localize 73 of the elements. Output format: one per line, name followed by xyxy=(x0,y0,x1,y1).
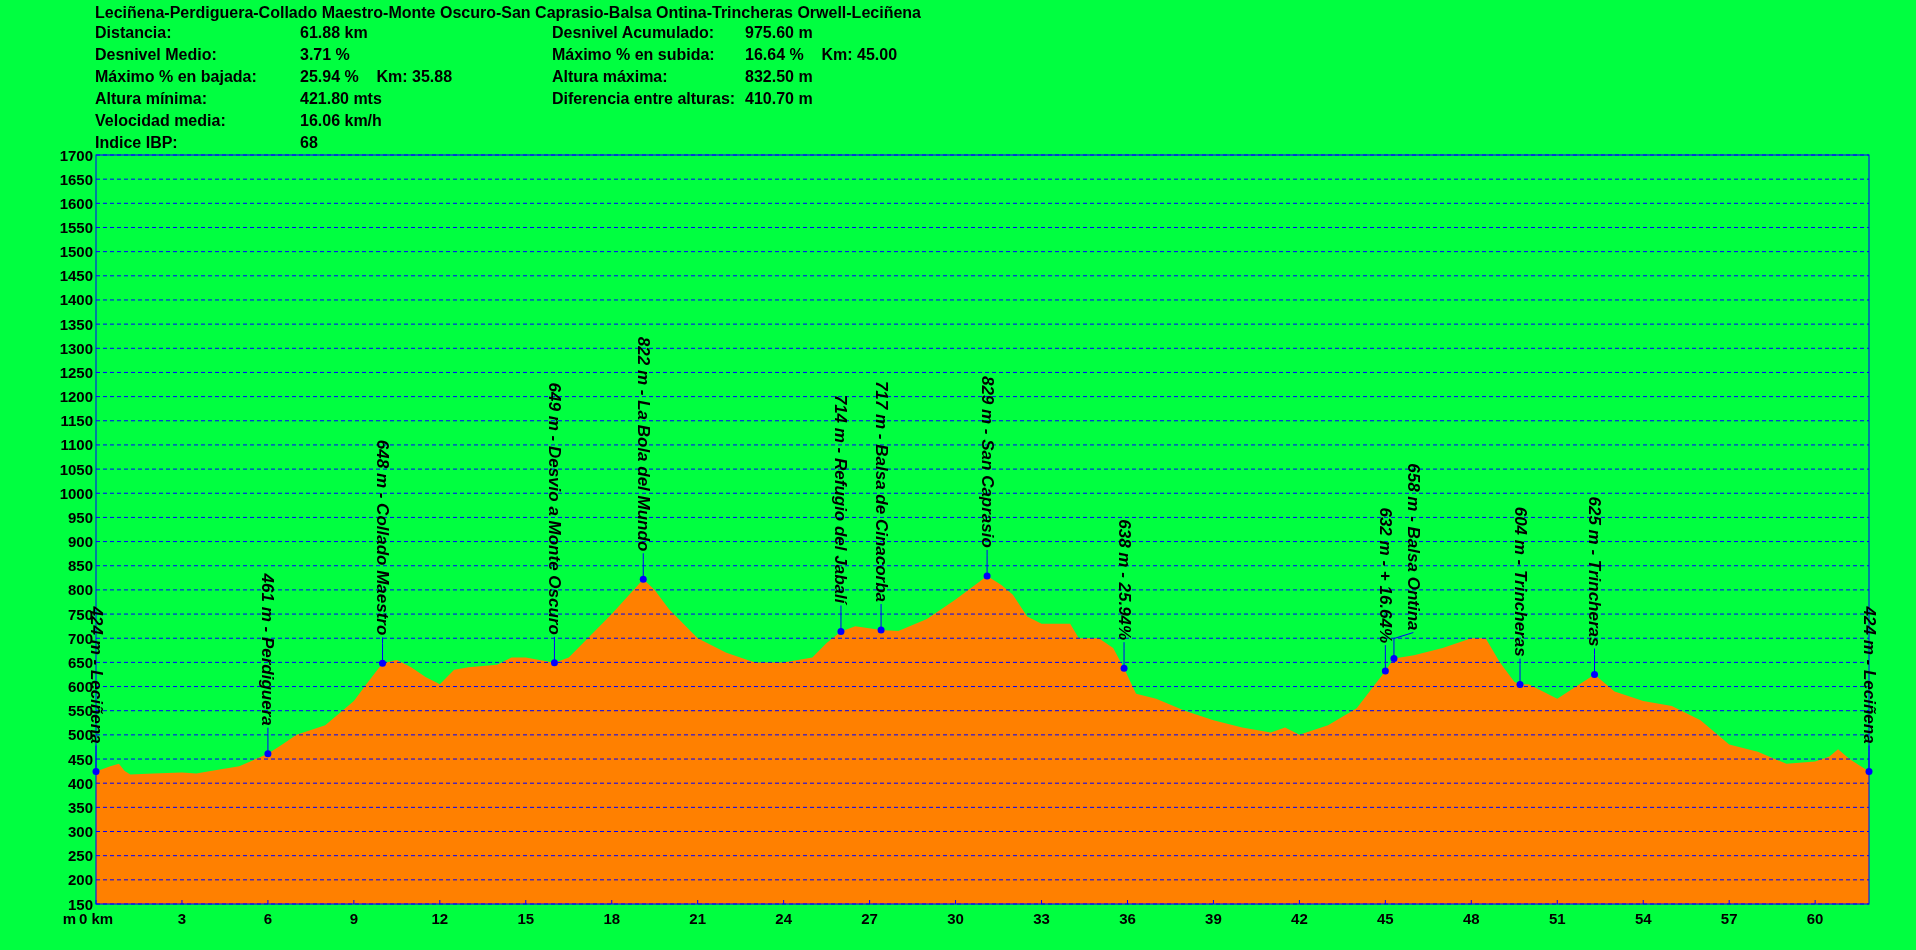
x-tick-label: 60 xyxy=(1806,910,1824,927)
text: Máximo % en subida: 16.64 % Km: 45.00 xyxy=(552,46,898,63)
annotation: 461 m - Perdiguera xyxy=(258,572,278,726)
x-tick-label: 30 xyxy=(947,910,964,927)
x-tick-label: 51 xyxy=(1548,910,1566,927)
y-tick-label: 400 xyxy=(67,774,93,792)
y-tick-label: 650 xyxy=(67,653,93,671)
x-tick-label: 12 xyxy=(431,910,449,927)
y-tick-label: 1350 xyxy=(59,315,93,333)
y-tick-label: 1600 xyxy=(59,194,93,212)
text: Velocidad media: 16.06 km/h xyxy=(95,112,382,129)
annotation: 822 m - La Bola del Mundo xyxy=(633,336,653,552)
y-tick-label: 1000 xyxy=(59,484,93,502)
x-tick-label: 33 xyxy=(1033,910,1050,927)
text: Altura mínima: 421.80 mts xyxy=(95,90,382,107)
x-tick-label: 9 xyxy=(349,910,359,927)
y-axis-title: m xyxy=(62,910,76,927)
y-tick-label: 450 xyxy=(67,750,93,768)
annotation: 658 m - Balsa Ontina xyxy=(1403,463,1423,631)
text: Distancia: 61.88 km xyxy=(95,24,368,41)
y-tick-label: 800 xyxy=(67,581,93,599)
x-tick-label: 6 xyxy=(263,910,273,927)
y-tick-label: 1700 xyxy=(59,146,93,164)
x-tick-label: 15 xyxy=(517,910,535,927)
annotation: 424 m - Leciñena xyxy=(1859,605,1879,744)
x-tick-label: 42 xyxy=(1291,910,1308,927)
annotation: 714 m - Refugio del Jabalí xyxy=(831,394,851,606)
y-tick-label: 1300 xyxy=(59,339,93,357)
x-tick-label: 3 xyxy=(177,910,187,927)
y-tick-label: 850 xyxy=(67,557,93,575)
x-tick-label: 45 xyxy=(1377,910,1394,927)
y-tick-label: 1550 xyxy=(59,218,93,236)
y-tick-label: 1400 xyxy=(59,291,93,309)
annotation: 717 m - Balsa de Cinacorba xyxy=(871,380,891,603)
y-tick-label: 1050 xyxy=(59,460,93,478)
y-tick-label: 1100 xyxy=(60,436,93,454)
annotation: 648 m - Collado Maestro xyxy=(373,439,393,636)
x-tick-label: 48 xyxy=(1462,910,1480,927)
x-tick-label: 18 xyxy=(603,910,621,927)
y-tick-label: 250 xyxy=(67,847,93,865)
y-tick-label: 900 xyxy=(67,533,93,551)
annotation: 829 m - San Caprasio xyxy=(977,375,997,548)
x-tick-label: 27 xyxy=(861,910,878,927)
y-tick-label: 1250 xyxy=(59,363,93,381)
text: Desnivel Medio: 3.71 % xyxy=(95,46,350,63)
chart-title: Leciñena-Perdiguera-Collado Maestro-Monte Oscuro-San Caprasio-Balsa Ontina-Trincheras Orwell-Leciñena xyxy=(95,4,922,21)
annotation: 638 m - 25.94% xyxy=(1114,519,1134,641)
x-tick-label: 54 xyxy=(1634,910,1653,927)
y-tick-label: 950 xyxy=(67,508,93,526)
x-tick-label: 21 xyxy=(689,910,707,927)
text: Desnivel Acumulado: 975.60 m xyxy=(552,24,813,41)
text: Indice IBP: 68 xyxy=(95,134,318,151)
y-tick-label: 1450 xyxy=(59,267,93,285)
annotation: 649 m - Desvio a Monte Oscuro xyxy=(544,382,564,635)
text: Máximo % en bajada: 25.94 % Km: 35.88 xyxy=(95,68,453,85)
y-tick-label: 350 xyxy=(67,798,93,816)
y-tick-label: 1200 xyxy=(59,388,93,406)
x-tick-label: 39 xyxy=(1205,910,1222,927)
annotation: 632 m - + 16.64% xyxy=(1375,507,1395,644)
x-tick-label: 36 xyxy=(1119,910,1136,927)
text: Altura máxima: 832.50 m xyxy=(552,68,813,85)
annotation: 604 m - Trincheras xyxy=(1510,506,1530,657)
annotation: 625 m - Trincheras xyxy=(1585,496,1605,647)
y-tick-label: 1150 xyxy=(60,412,93,430)
x-tick-label: 24 xyxy=(775,910,793,927)
y-tick-label: 200 xyxy=(67,871,93,889)
y-tick-label: 300 xyxy=(67,823,93,841)
x-tick-label: 57 xyxy=(1720,910,1738,927)
y-tick-label: 1650 xyxy=(59,170,93,188)
y-tick-label: 150 xyxy=(67,895,93,913)
x-tick-label: 0 km xyxy=(78,910,114,927)
text: Diferencia entre alturas: 410.70 m xyxy=(552,90,813,107)
y-tick-label: 1500 xyxy=(59,243,93,261)
